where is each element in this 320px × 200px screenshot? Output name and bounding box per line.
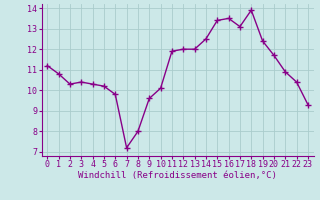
X-axis label: Windchill (Refroidissement éolien,°C): Windchill (Refroidissement éolien,°C) [78,171,277,180]
